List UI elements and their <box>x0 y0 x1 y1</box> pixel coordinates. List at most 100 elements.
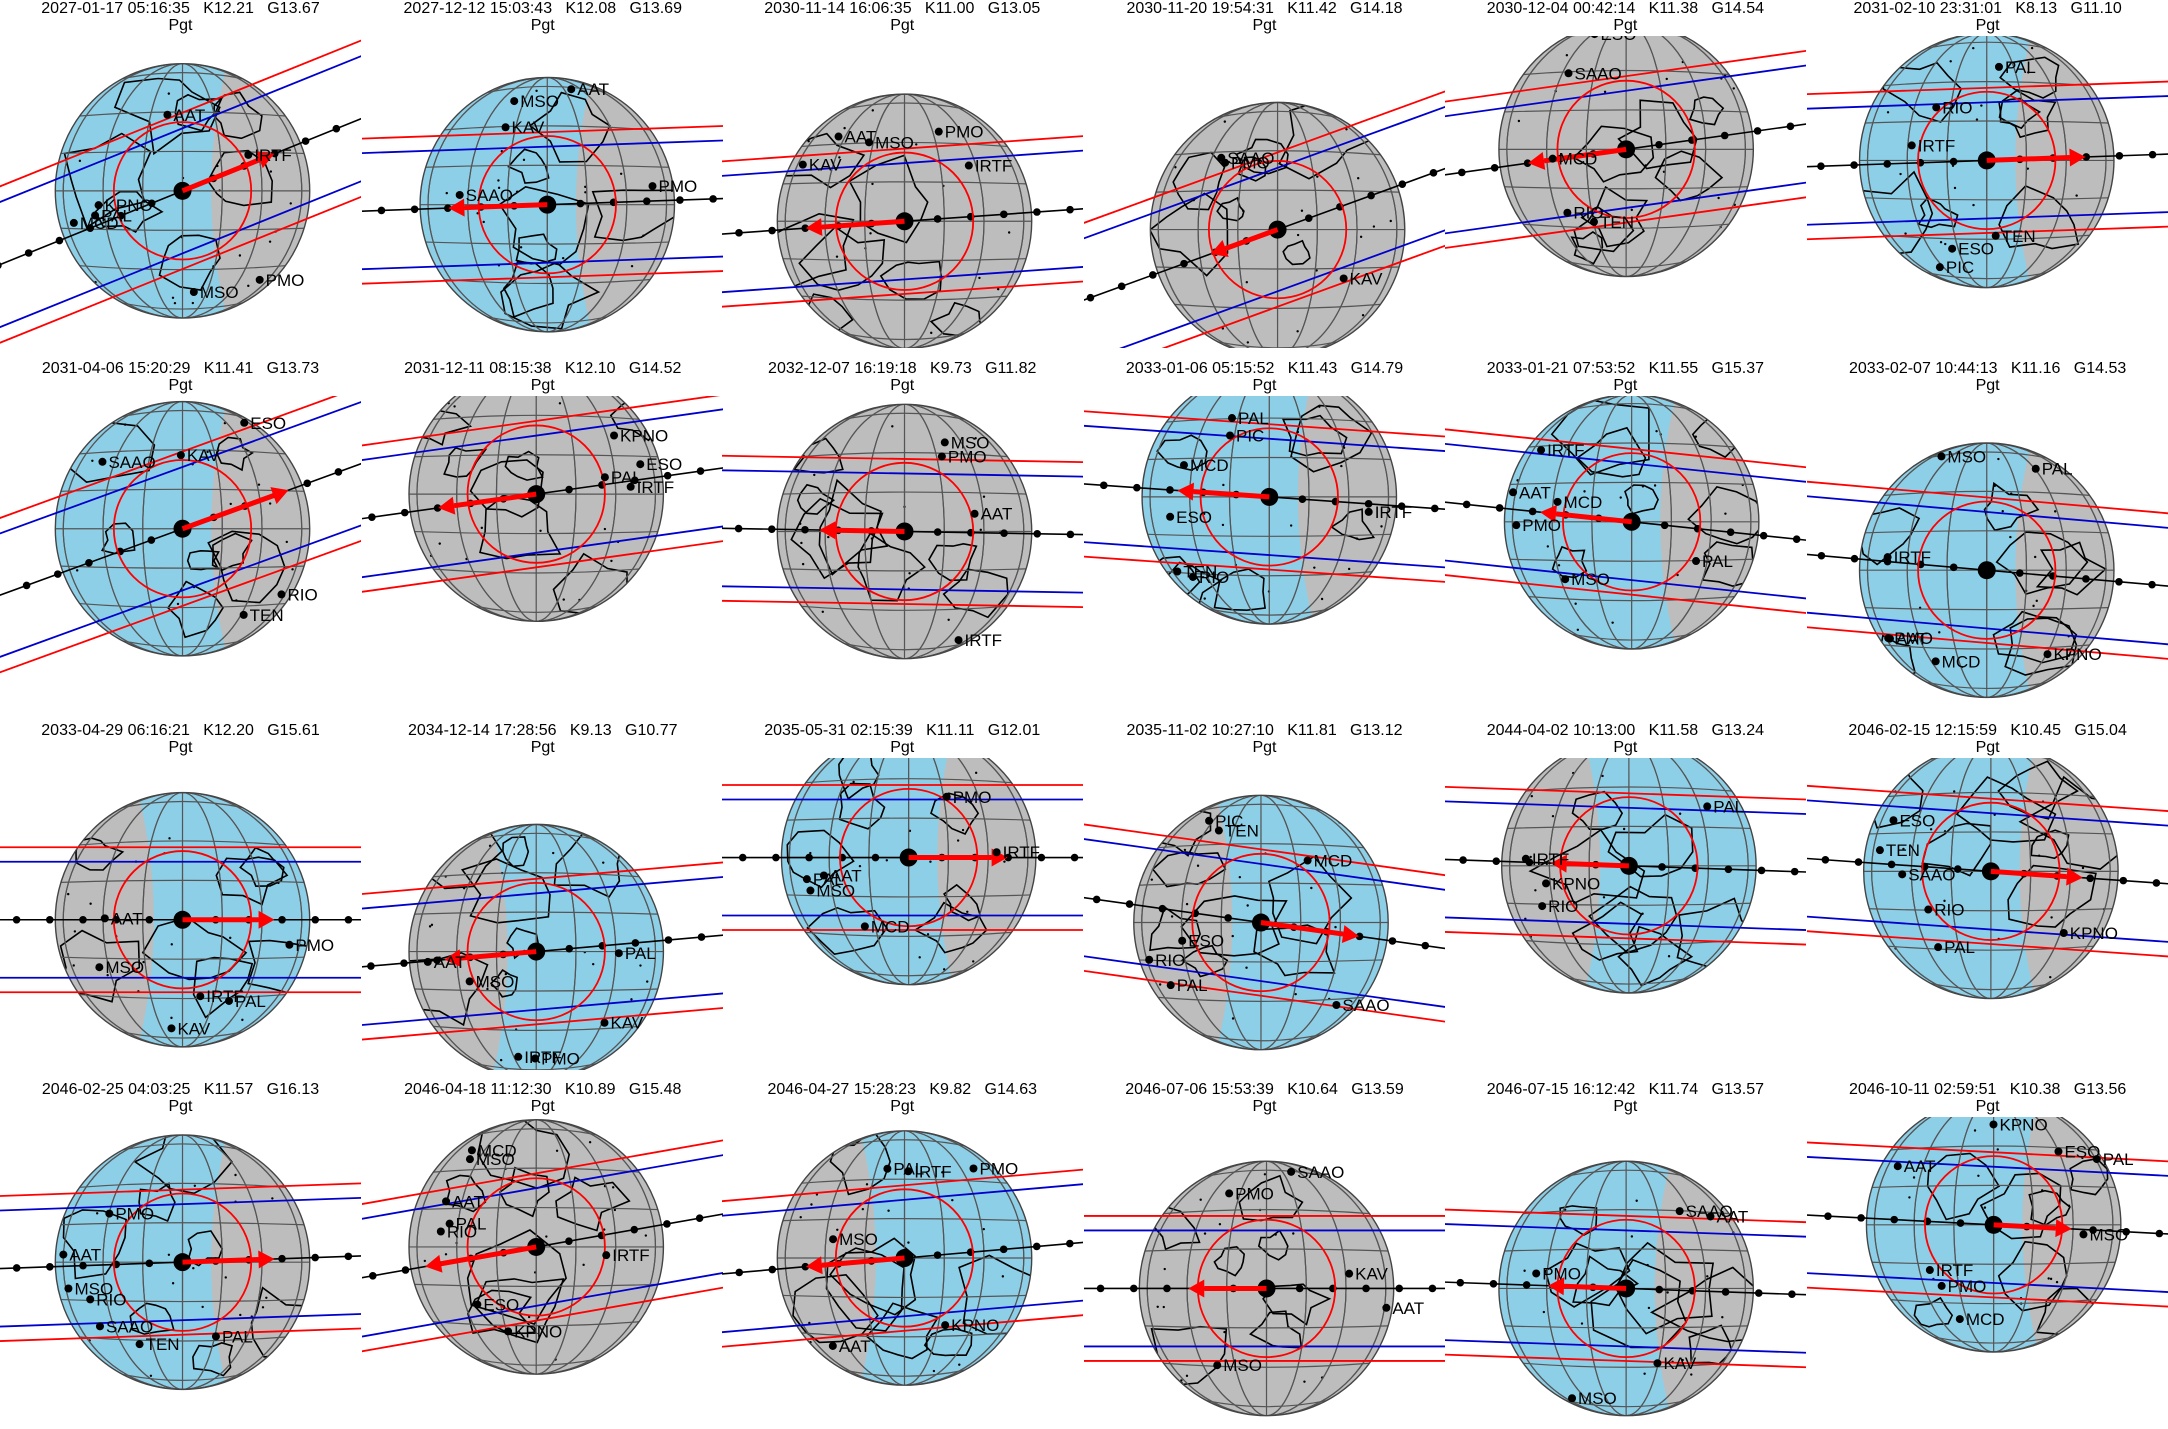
island-dot <box>265 1297 267 1299</box>
observatory-marker <box>861 922 869 930</box>
observatory-label: PAL <box>625 944 656 963</box>
observatory-label: IRTF <box>637 477 674 496</box>
path-time-dot <box>1891 1216 1899 1224</box>
observatory-marker <box>163 111 171 119</box>
island-dot <box>286 540 288 542</box>
island-dot <box>986 1357 988 1359</box>
path-time-dot <box>13 1265 21 1273</box>
island-dot <box>1643 1373 1645 1375</box>
observatory-marker <box>456 191 464 199</box>
observatory-marker <box>829 1342 837 1350</box>
path-time-dot <box>1884 160 1892 168</box>
observatory-marker <box>567 85 575 93</box>
island-dot <box>1356 537 1358 539</box>
island-dot <box>1294 993 1296 995</box>
observatory-marker <box>1948 245 1956 253</box>
observatory-marker <box>602 1252 610 1260</box>
island-dot <box>1665 78 1667 80</box>
island-dot <box>799 522 801 524</box>
observatory-marker <box>1217 154 1225 162</box>
observatory-label: MSO <box>1571 570 1610 589</box>
island-dot <box>2068 1205 2070 1207</box>
panel-object-name: Pgt <box>1445 739 1806 757</box>
island-dot <box>2031 47 2033 49</box>
path-time-dot <box>565 1238 573 1246</box>
island-dot <box>1566 54 1568 56</box>
island-dot <box>2038 854 2040 856</box>
island-dot <box>1164 1268 1166 1270</box>
observatory-marker <box>820 871 828 879</box>
island-dot <box>1899 173 1901 175</box>
observatory-marker <box>167 1024 175 1032</box>
observatory-label: MCD <box>1190 456 1229 475</box>
observatory-marker <box>883 1165 891 1173</box>
island-dot <box>1197 864 1199 866</box>
observatory-marker <box>1553 497 1561 505</box>
panel-object-name: Pgt <box>1807 1098 2168 1116</box>
island-dot <box>1724 512 1726 514</box>
path-time-dot <box>2148 580 2156 588</box>
island-dot <box>1199 1199 1201 1201</box>
observatory-marker <box>59 1251 67 1259</box>
observatory-label: MSO <box>105 958 144 977</box>
observatory-marker <box>190 288 198 296</box>
island-dot <box>1219 1223 1221 1225</box>
island-dot <box>1292 1233 1294 1235</box>
observatory-label: MCD <box>80 214 119 233</box>
island-dot <box>239 1314 241 1316</box>
observatory-marker <box>834 133 842 141</box>
island-dot <box>497 179 499 181</box>
island-dot <box>290 202 292 204</box>
island-dot <box>1611 621 1613 623</box>
observatory-marker <box>1938 1282 1946 1290</box>
path-time-dot <box>1000 529 1008 537</box>
observatory-marker <box>803 875 811 883</box>
island-dot <box>150 1375 152 1377</box>
observatory-marker <box>474 1301 482 1309</box>
island-dot <box>481 526 483 528</box>
observatory-label: SAAO <box>466 186 513 205</box>
island-dot <box>1601 775 1603 777</box>
panel-object-name: Pgt <box>1807 17 2168 35</box>
path-time-dot <box>1087 294 1095 302</box>
panel-object-name: Pgt <box>1807 739 2168 757</box>
island-dot <box>171 943 173 945</box>
observatory-marker <box>1365 507 1373 515</box>
panel-header: 2033-02-07 10:44:13 K11.16 G14.53 <box>1807 360 2168 378</box>
island-dot <box>589 1141 591 1143</box>
island-dot <box>807 140 809 142</box>
island-dot <box>966 910 968 912</box>
path-time-dot <box>676 196 684 204</box>
night-shade <box>1660 396 1764 649</box>
observatory-label: AAT <box>1896 629 1928 648</box>
observatory-label: MSO <box>2090 1226 2129 1245</box>
observatory-marker <box>1936 263 1944 271</box>
island-dot <box>500 1059 502 1061</box>
observatory-label: KPNO <box>1552 874 1600 893</box>
island-dot <box>225 1277 227 1279</box>
observatory-marker <box>992 848 1000 856</box>
observatory-label: PMO <box>1522 516 1561 535</box>
island-dot <box>1997 1149 1999 1151</box>
island-dot <box>1301 210 1303 212</box>
observatory-marker <box>1304 856 1312 864</box>
observatory-marker <box>1932 103 1940 111</box>
island-dot <box>2095 758 2097 760</box>
path-time-dot <box>369 1272 377 1280</box>
island-dot <box>583 1264 585 1266</box>
island-dot <box>1729 1378 1731 1380</box>
island-dot <box>540 529 542 531</box>
observatory-marker <box>601 1019 609 1027</box>
panel-object-name: Pgt <box>722 377 1083 395</box>
observatory-label: SAAO <box>1227 149 1274 168</box>
observatory-label: IRTF <box>612 1247 649 1266</box>
island-dot <box>645 1235 647 1237</box>
path-time-dot <box>1389 937 1397 945</box>
observatory-marker <box>466 1156 474 1164</box>
